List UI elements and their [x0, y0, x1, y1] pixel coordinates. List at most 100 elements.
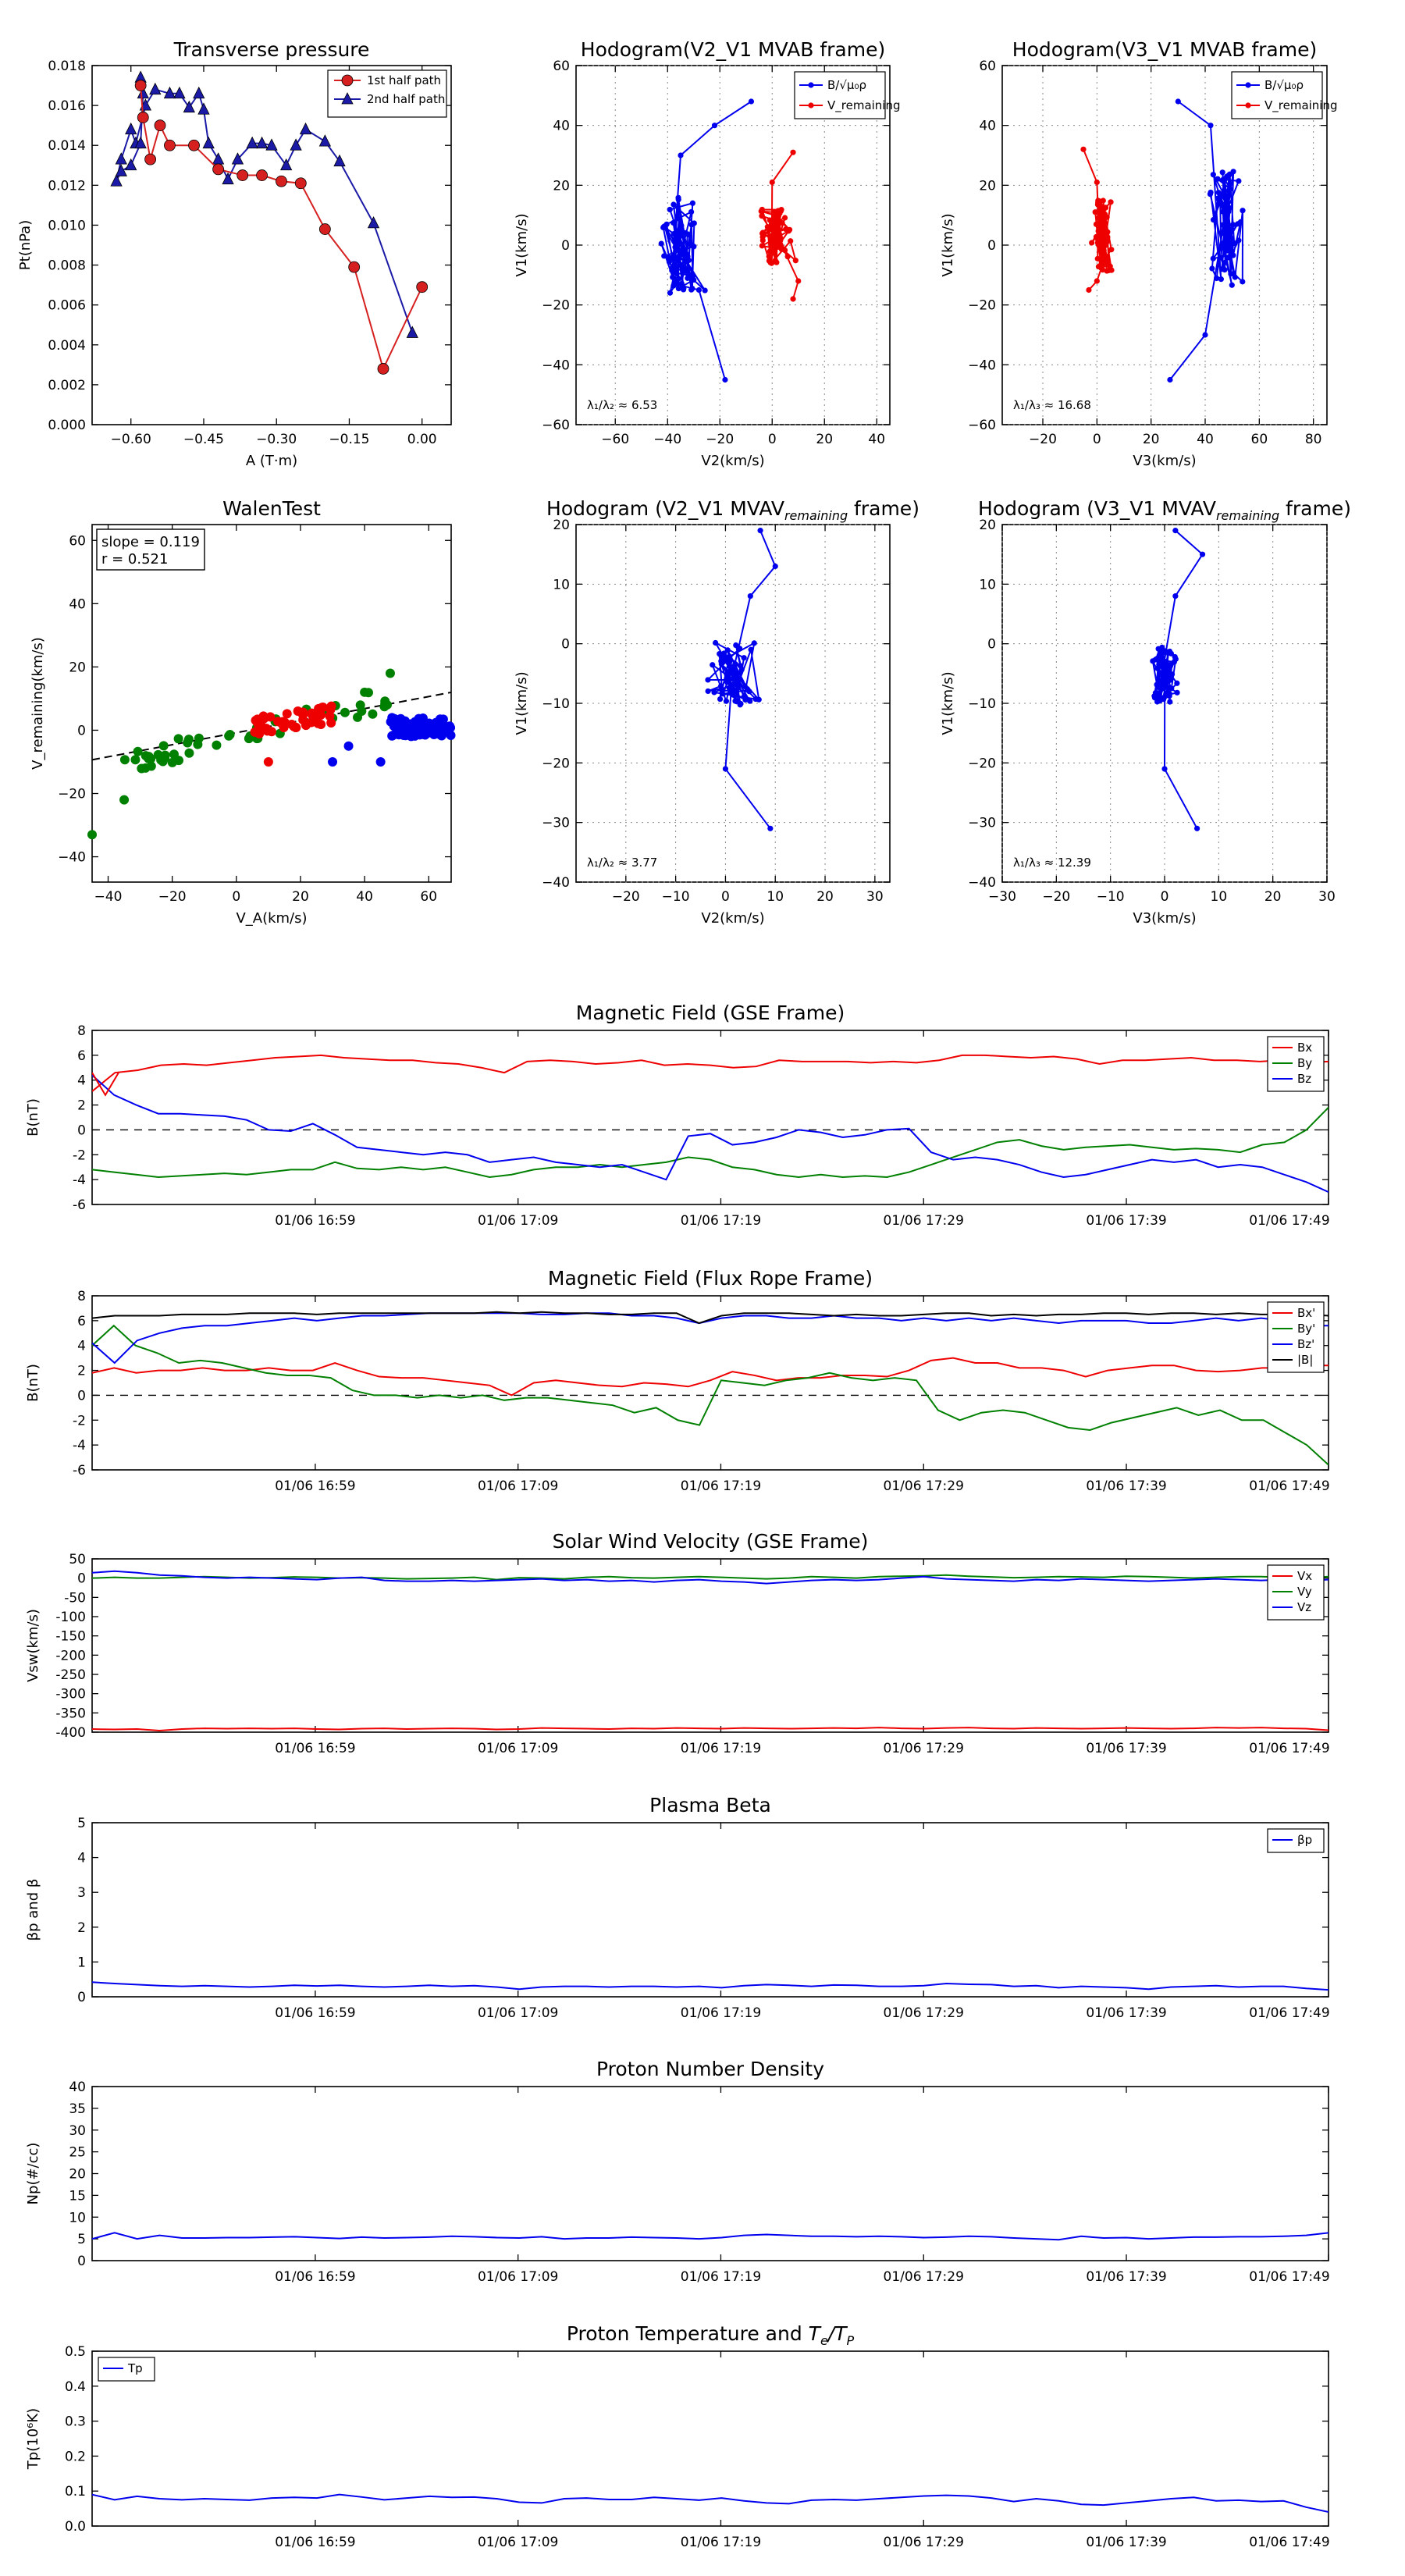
series-line — [92, 1357, 1329, 1397]
hodogram-point — [669, 267, 675, 274]
scatter-point — [343, 741, 354, 751]
chart-title: Proton Temperature and Te/TP — [567, 2322, 855, 2348]
title-part: T — [809, 2322, 822, 2345]
hodogram-point — [779, 219, 785, 226]
y-tick-label: -300 — [55, 1687, 86, 1703]
x-tick-label: 30 — [866, 889, 884, 905]
y-axis-label: V1(km/s) — [940, 213, 956, 276]
hodogram-point — [1160, 648, 1166, 654]
hodogram-point — [1104, 234, 1111, 240]
y-tick-label: 40 — [553, 119, 570, 134]
y-tick-label: 60 — [69, 533, 86, 549]
scatter-point — [158, 741, 169, 751]
hodogram-point — [1104, 229, 1111, 235]
chart-t1: -6 -4 -2 0 2 4 6 8 01/06 16:59 01/06 17:09 01/06 1… — [25, 1002, 1330, 1229]
legend-label: Bx' — [1297, 1306, 1315, 1320]
hodogram-point — [672, 244, 678, 251]
title-part: Hodogram (V3_V1 MVAV — [978, 497, 1216, 520]
hodogram-point — [1220, 176, 1226, 183]
hodogram-point — [681, 229, 688, 236]
title-part: e — [820, 2333, 828, 2348]
data-point — [333, 154, 346, 167]
y-tick-label: 20 — [553, 178, 570, 194]
hodogram-point — [1163, 677, 1170, 683]
hodogram-point — [702, 287, 708, 294]
hodogram-point — [781, 215, 788, 221]
hodogram-point — [777, 238, 783, 244]
legend-marker — [808, 102, 814, 109]
chart-t3: -400 -350 -300 -250 -200 -150 -100 -50 0 50 01/06 … — [25, 1530, 1330, 1756]
chart-t6: 0.0 0.1 0.2 0.3 0.4 0.5 01/06 16:59 01/06 17:09… — [25, 2322, 1330, 2550]
hodogram-point — [1108, 199, 1114, 205]
legend-label: Vz — [1297, 1600, 1311, 1614]
scatter-point — [244, 734, 254, 744]
series-line — [92, 1054, 1329, 1092]
legend-label: Tp — [127, 2361, 143, 2375]
hodogram-point — [711, 689, 717, 696]
hodogram-point — [751, 640, 757, 646]
axes-frame — [1001, 65, 1328, 425]
hodogram-trace — [1169, 101, 1244, 381]
hodogram-point — [1215, 176, 1221, 182]
hodogram-point — [1159, 677, 1166, 683]
time-tick-label: 01/06 17:49 — [1249, 1741, 1329, 1756]
hodogram-point — [759, 234, 766, 240]
y-tick-label: −30 — [968, 816, 996, 831]
hodogram-point — [675, 285, 681, 292]
y-tick-label: 4 — [77, 1851, 86, 1866]
scatter-point — [263, 756, 273, 767]
time-tick-label: 01/06 17:29 — [884, 2535, 964, 2550]
legend-label: V_remaining — [827, 98, 901, 113]
chart-title: Magnetic Field (GSE Frame) — [576, 1002, 845, 1024]
axes-frame — [91, 1295, 1329, 1471]
hodogram-point — [1220, 222, 1226, 228]
hodogram-point — [1227, 186, 1233, 192]
time-tick-label: 01/06 17:49 — [1249, 1478, 1329, 1494]
hodogram-point — [1222, 212, 1229, 219]
series-line — [92, 1074, 1329, 1193]
scatter-point — [385, 668, 395, 678]
hodogram-point — [689, 200, 695, 206]
series-line — [92, 2232, 1329, 2241]
scatter-point — [140, 763, 151, 773]
hodogram-point — [1226, 234, 1232, 241]
hodogram-point — [772, 563, 778, 570]
hodogram-point — [1095, 199, 1101, 206]
y-tick-label: 20 — [69, 660, 86, 675]
x-tick-label: 20 — [292, 889, 309, 905]
scatter-point — [355, 700, 365, 710]
scatter-point — [130, 755, 140, 765]
hodogram-point — [759, 213, 765, 219]
eigenvalue-ratio: λ₁/λ₂ ≈ 6.53 — [587, 398, 657, 412]
y-tick-label: 20 — [69, 2167, 86, 2183]
series-line — [92, 1574, 1329, 1581]
axes-frame — [575, 65, 891, 425]
hodogram-point — [1155, 678, 1161, 684]
eigenvalue-ratio: λ₁/λ₃ ≈ 12.39 — [1013, 856, 1091, 870]
time-tick-label: 01/06 17:19 — [681, 2535, 761, 2550]
x-tick-label: 0 — [1093, 432, 1101, 447]
data-point — [237, 169, 249, 181]
legend-label: |B| — [1297, 1353, 1313, 1367]
hodogram-point — [748, 98, 755, 105]
y-tick-label: -50 — [64, 1590, 86, 1606]
y-tick-label: 3 — [77, 1885, 86, 1901]
y-tick-label: -100 — [55, 1610, 86, 1625]
hodogram-point — [1168, 685, 1175, 692]
y-tick-label: −10 — [542, 696, 570, 712]
hodogram-point — [1097, 209, 1104, 215]
y-tick-label: 2 — [77, 1098, 86, 1114]
title-part: /T — [827, 2322, 848, 2345]
data-point — [280, 158, 293, 171]
scatter-point — [396, 713, 406, 724]
hodogram-point — [778, 246, 784, 253]
hodogram-point — [1217, 191, 1223, 197]
hodogram-point — [1155, 646, 1161, 652]
x-tick-label: −40 — [653, 432, 681, 447]
legend-label: B/√μ₀ρ — [827, 78, 866, 92]
data-point — [202, 136, 215, 149]
hodogram-point — [1161, 665, 1168, 671]
y-tick-label: 0.012 — [48, 178, 86, 194]
y-tick-label: 0.018 — [48, 59, 86, 74]
y-tick-label: 20 — [553, 518, 570, 533]
